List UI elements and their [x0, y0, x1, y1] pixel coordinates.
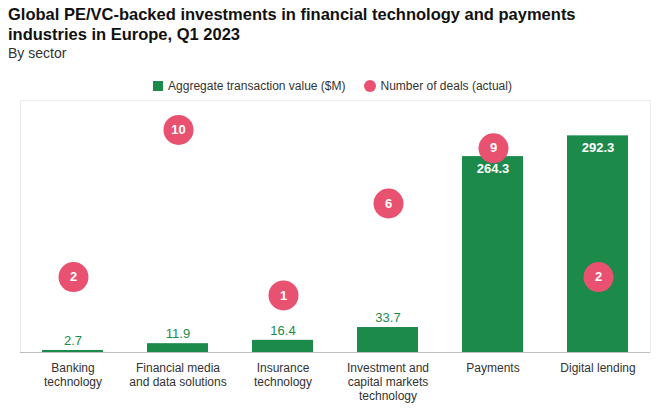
svg-text:6: 6 — [385, 196, 392, 211]
svg-text:2: 2 — [70, 269, 77, 284]
svg-text:16.4: 16.4 — [270, 323, 295, 338]
svg-text:11.9: 11.9 — [166, 326, 190, 341]
svg-text:Financial mediaand data soluti: Financial mediaand data solutions — [129, 361, 226, 389]
svg-text:2: 2 — [595, 269, 602, 284]
svg-text:Bankingtechnology: Bankingtechnology — [44, 361, 102, 389]
svg-text:Payments: Payments — [466, 361, 519, 375]
html-text:Global PE/VC-backed investment: Global PE/VC-backed investments in finan… — [8, 5, 576, 43]
html-text:Aggregate transaction value ($: Aggregate transaction value ($M) — [168, 78, 346, 93]
html-text:By sector: By sector — [8, 45, 67, 61]
svg-text:2.7: 2.7 — [64, 333, 82, 348]
svg-text:264.3: 264.3 — [477, 161, 510, 176]
svg-text:Investment andcapital marketst: Investment andcapital marketstechnology — [347, 361, 429, 403]
svg-text:9: 9 — [490, 140, 497, 155]
svg-text:1: 1 — [280, 288, 287, 303]
svg-text:10: 10 — [171, 122, 185, 137]
svg-text:Digital lending: Digital lending — [560, 361, 635, 375]
svg-text:292.3: 292.3 — [582, 140, 615, 155]
svg-text:Insurancetechnology: Insurancetechnology — [254, 361, 312, 389]
html-text:Number of deals (actual): Number of deals (actual) — [380, 78, 512, 93]
svg-text:33.7: 33.7 — [375, 310, 400, 325]
